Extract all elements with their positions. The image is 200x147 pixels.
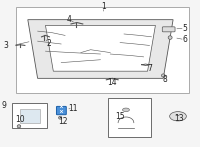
Ellipse shape	[162, 74, 165, 77]
Polygon shape	[28, 20, 173, 78]
Text: 8: 8	[163, 75, 168, 84]
Text: 15: 15	[115, 112, 125, 121]
Bar	[20, 109, 40, 123]
Ellipse shape	[17, 125, 21, 128]
Text: 7: 7	[147, 64, 152, 73]
Text: 6: 6	[182, 35, 187, 44]
Text: 3: 3	[4, 41, 9, 50]
Text: 10: 10	[15, 115, 25, 124]
Text: 13: 13	[174, 114, 184, 123]
Bar	[12, 103, 47, 128]
Text: 11: 11	[68, 104, 78, 113]
Bar	[16, 7, 189, 93]
Text: 2: 2	[46, 39, 51, 48]
Text: 14: 14	[107, 78, 117, 87]
Ellipse shape	[59, 116, 62, 119]
Text: 9: 9	[2, 101, 7, 110]
Text: 12: 12	[58, 117, 68, 126]
Bar	[108, 98, 151, 137]
Polygon shape	[45, 25, 155, 71]
Text: 4: 4	[67, 15, 71, 24]
FancyBboxPatch shape	[56, 106, 66, 115]
FancyBboxPatch shape	[162, 27, 175, 32]
Ellipse shape	[168, 36, 172, 39]
Text: 1: 1	[101, 2, 106, 11]
Ellipse shape	[123, 108, 129, 112]
Ellipse shape	[170, 112, 186, 121]
Text: 5: 5	[182, 24, 187, 33]
